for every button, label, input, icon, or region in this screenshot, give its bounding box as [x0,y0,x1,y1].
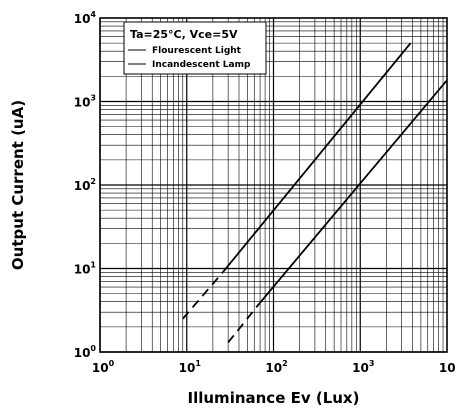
tick-labels: 100 101 102 103 104 100 101 102 103 104 [74,10,456,375]
legend-box [123,21,267,75]
x-tick-label: 102 [265,359,287,375]
series-1-solid-segment [259,79,448,304]
x-axis-title: Illuminance Ev (Lux) [188,389,360,407]
y-tick-label: 104 [74,10,97,26]
plot-frame [99,17,448,353]
y-tick-label: 103 [74,94,96,110]
x-tick-label: 104 [439,359,456,375]
legend-label-flourescent: Flourescent Light [152,46,242,56]
series-0-solid-segment [222,42,412,273]
x-tick-label: 103 [352,359,374,375]
y-tick-label: 101 [74,261,97,277]
x-tick-label: 100 [92,359,115,375]
y-tick-label: 102 [74,177,96,193]
series-lines [182,42,448,344]
legend-label-incandescent: Incandescent Lamp [152,60,251,70]
x-tick-label: 101 [179,359,202,375]
y-axis-title: Output Current (uA) [9,100,27,270]
legend: Ta=25°C, Vce=5V Flourescent Light Incand… [123,21,267,75]
y-tick-label: 100 [74,344,97,360]
series-1-dashed-segment [227,302,261,344]
series-0-dashed-segment [182,271,224,320]
legend-condition: Ta=25°C, Vce=5V [130,28,238,41]
